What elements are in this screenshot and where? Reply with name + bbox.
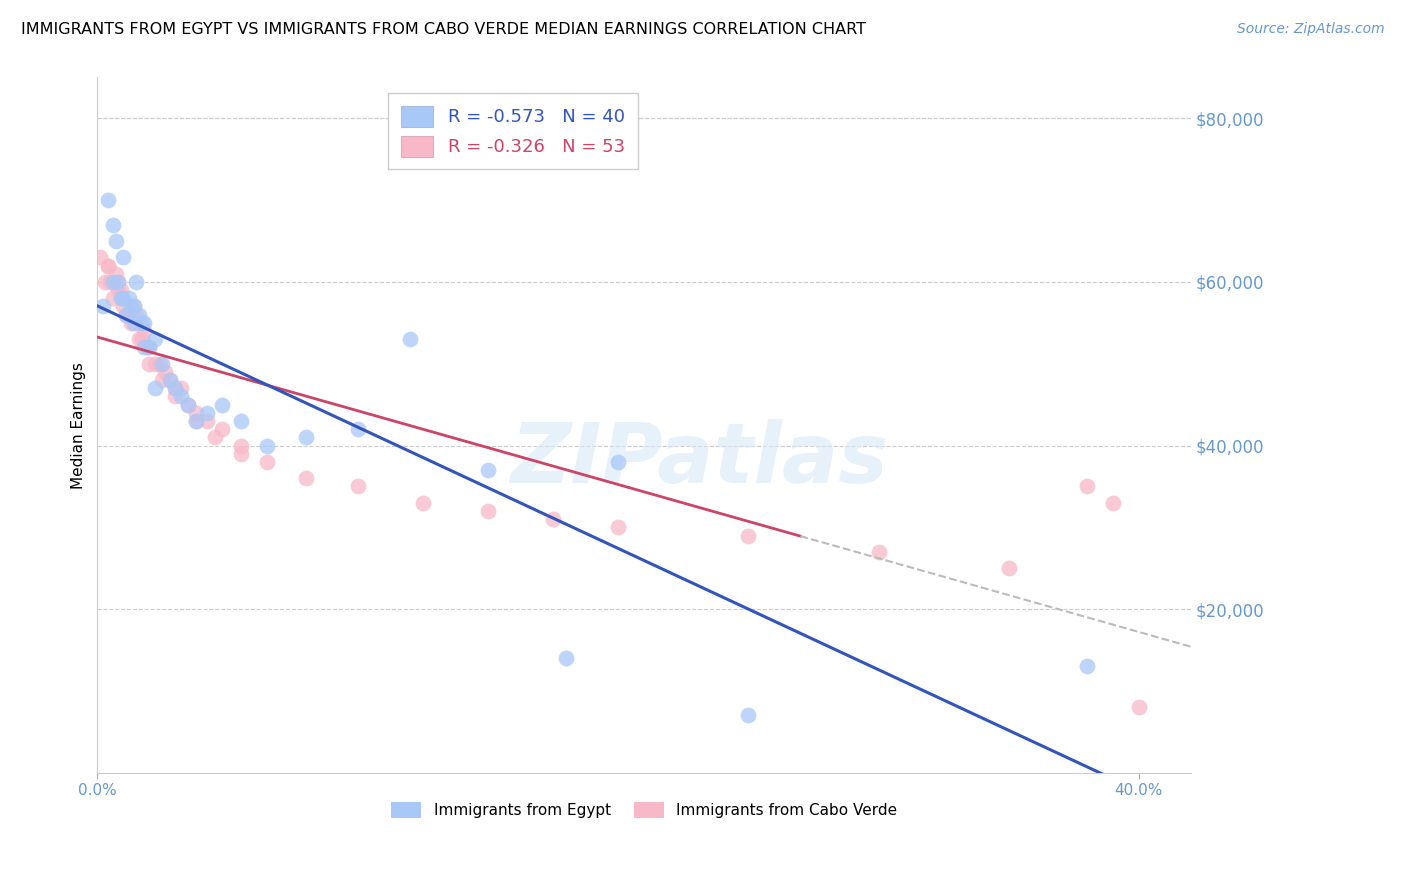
Point (138, 340, 160, 354)
Point (107, 275, 129, 289)
Point (1076, 659, 1098, 673)
Point (98, 275, 121, 289)
Point (120, 316, 142, 330)
Point (104, 267, 127, 281)
Point (256, 455, 278, 469)
Point (112, 291, 135, 305)
Point (112, 300, 135, 314)
Point (131, 316, 153, 330)
Legend: Immigrants from Egypt, Immigrants from Cabo Verde: Immigrants from Egypt, Immigrants from C… (385, 796, 904, 824)
Text: ZIPatlas: ZIPatlas (510, 419, 887, 500)
Point (97, 259, 120, 273)
Point (104, 234, 127, 248)
Point (101, 275, 124, 289)
Point (165, 389, 187, 403)
Point (91, 300, 114, 314)
Point (195, 406, 218, 420)
Point (128, 316, 150, 330)
Point (110, 283, 132, 297)
Point (134, 324, 156, 338)
Point (143, 357, 166, 371)
Point (122, 300, 145, 314)
Point (152, 373, 174, 387)
Point (607, 520, 630, 534)
Point (143, 381, 166, 395)
Point (152, 357, 174, 371)
Point (477, 463, 499, 477)
Point (138, 357, 160, 371)
Point (101, 291, 124, 305)
Text: IMMIGRANTS FROM EGYPT VS IMMIGRANTS FROM CABO VERDE MEDIAN EARNINGS CORRELATION : IMMIGRANTS FROM EGYPT VS IMMIGRANTS FROM… (21, 22, 866, 37)
Point (165, 381, 187, 395)
Point (211, 398, 233, 412)
Point (294, 471, 316, 485)
Point (177, 398, 200, 412)
Y-axis label: Median Earnings: Median Earnings (72, 361, 86, 489)
Point (211, 422, 233, 436)
Point (115, 308, 138, 322)
Point (125, 275, 148, 289)
Text: Source: ZipAtlas.com: Source: ZipAtlas.com (1237, 22, 1385, 37)
Point (128, 332, 150, 346)
Point (737, 708, 759, 723)
Point (122, 316, 145, 330)
Point (128, 308, 150, 322)
Point (94, 275, 117, 289)
Point (737, 528, 759, 542)
Point (294, 430, 316, 444)
Point (229, 447, 252, 461)
Point (477, 504, 499, 518)
Point (229, 438, 252, 452)
Point (159, 373, 181, 387)
Point (204, 430, 226, 444)
Point (107, 283, 129, 297)
Point (186, 414, 208, 428)
Point (256, 438, 278, 452)
Point (170, 381, 193, 395)
Point (412, 496, 434, 510)
Point (117, 308, 139, 322)
Point (1076, 479, 1098, 493)
Point (868, 545, 890, 559)
Point (112, 251, 135, 265)
Point (117, 291, 139, 305)
Point (346, 479, 368, 493)
Point (195, 414, 218, 428)
Point (1128, 700, 1150, 714)
Point (110, 291, 132, 305)
Point (1102, 496, 1125, 510)
Point (120, 300, 142, 314)
Point (134, 316, 156, 330)
Point (541, 512, 564, 526)
Point (165, 381, 187, 395)
Point (346, 422, 368, 436)
Point (107, 275, 129, 289)
Point (170, 389, 193, 403)
Point (89, 251, 111, 265)
Point (117, 308, 139, 322)
Point (97, 259, 120, 273)
Point (229, 414, 252, 428)
Point (555, 651, 578, 665)
Point (135, 340, 157, 354)
Point (149, 357, 172, 371)
Point (186, 406, 208, 420)
Point (997, 561, 1019, 575)
Point (125, 308, 148, 322)
Point (97, 193, 120, 207)
Point (159, 373, 181, 387)
Point (101, 218, 124, 232)
Point (143, 332, 166, 346)
Point (134, 340, 156, 354)
Point (115, 308, 138, 322)
Point (138, 340, 160, 354)
Point (398, 332, 420, 346)
Point (177, 398, 200, 412)
Point (131, 332, 153, 346)
Point (607, 455, 630, 469)
Point (186, 414, 208, 428)
Point (153, 365, 176, 379)
Point (122, 300, 145, 314)
